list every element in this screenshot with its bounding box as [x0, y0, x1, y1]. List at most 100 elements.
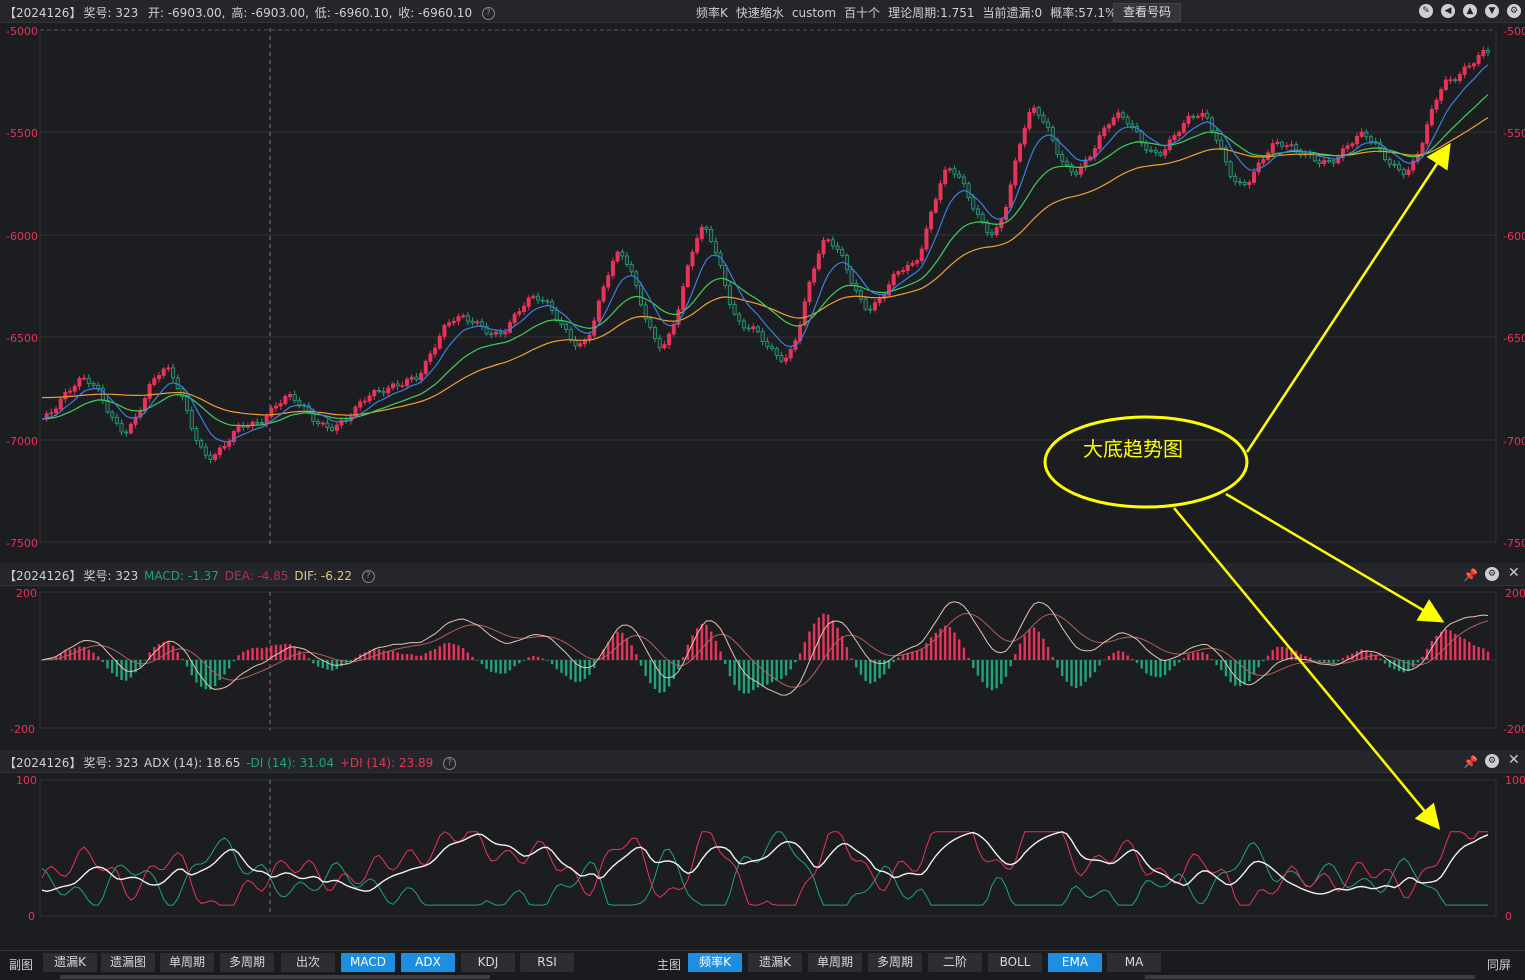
macd-bar [1463, 638, 1466, 660]
down-icon[interactable]: ▼ [1485, 4, 1499, 18]
candle-body [1004, 206, 1009, 220]
candle-body [1467, 65, 1472, 68]
macd-bar [812, 623, 816, 660]
open-value: 开: -6903.00, [147, 6, 226, 20]
fullscreen-button[interactable]: 同屏 [1487, 958, 1512, 972]
macd-bar [1262, 660, 1265, 662]
candle-body [826, 239, 831, 242]
candle-body [526, 297, 531, 307]
macd-bar [728, 660, 732, 677]
sub-btn-adx[interactable]: ADX [401, 953, 455, 972]
macd-bar [64, 650, 67, 660]
sub-btn-omission-chart[interactable]: 遗漏图 [101, 953, 155, 972]
main-scrollbar[interactable] [1145, 975, 1475, 979]
candle-body [1191, 115, 1196, 118]
sub-btn-occurrences[interactable]: 出次 [281, 953, 335, 972]
help-icon[interactable]: ? [361, 570, 375, 583]
candle-body [503, 331, 508, 335]
close-icon[interactable]: ✕ [1508, 565, 1520, 581]
candle-body [615, 251, 620, 262]
macd-bar [391, 651, 395, 660]
back-icon[interactable]: ◀ [1441, 4, 1455, 18]
candle-body [554, 310, 559, 321]
macd-bar [831, 620, 835, 660]
sub-btn-multi-period[interactable]: 多周期 [220, 953, 274, 972]
candle-body [405, 378, 410, 386]
gear-icon[interactable]: ⚙ [1485, 754, 1499, 768]
up-icon[interactable]: ▲ [1463, 4, 1477, 18]
candle-body [1008, 184, 1013, 208]
macd-bar [1009, 660, 1012, 667]
edit-icon[interactable]: ✎ [1419, 4, 1433, 18]
candle-body [638, 285, 643, 306]
macd-bar [1332, 660, 1335, 663]
pin-icon[interactable]: 📌 [1463, 568, 1478, 582]
main-candlestick-chart[interactable]: -5000 -5500 -6000 -6500 -7000 -7500 -500… [0, 22, 1525, 560]
candle-body [1074, 171, 1079, 175]
macd-bar [897, 657, 900, 660]
candle-body [685, 265, 690, 288]
macd-bar [635, 654, 638, 660]
candle-body [1364, 131, 1369, 138]
sub-btn-omission-k[interactable]: 遗漏K [43, 953, 97, 972]
macd-bar [794, 660, 797, 663]
macd-bar [1440, 631, 1443, 660]
candle-body [325, 422, 330, 428]
macd-bar [490, 660, 493, 672]
main-btn-ema[interactable]: EMA [1048, 953, 1102, 972]
pin-icon[interactable]: 📌 [1463, 755, 1478, 769]
macd-bar [990, 660, 994, 691]
gear-icon[interactable]: ⚙ [1507, 4, 1521, 18]
candle-body [737, 313, 742, 322]
candle-body [1392, 163, 1397, 166]
sub-btn-rsi[interactable]: RSI [520, 953, 574, 972]
sub-btn-kdj[interactable]: KDJ [461, 953, 515, 972]
macd-bar [1163, 660, 1167, 676]
candle-body [1200, 112, 1205, 117]
sub-btn-macd[interactable]: MACD [341, 953, 395, 972]
sub-scrollbar[interactable] [60, 975, 490, 979]
candle-body [1275, 141, 1280, 144]
main-btn-single-period[interactable]: 单周期 [808, 953, 862, 972]
candle-body [943, 169, 948, 185]
main-btn-omission-k[interactable]: 遗漏K [748, 953, 802, 972]
macd-bar [672, 660, 675, 679]
candle-body [877, 297, 882, 304]
help-icon[interactable]: ? [443, 757, 457, 770]
candle-body [1046, 121, 1051, 128]
macd-bar [639, 660, 643, 666]
macd-bar [1131, 658, 1134, 660]
candle-body [774, 348, 779, 356]
macd-bar [644, 660, 647, 676]
gear-icon[interactable]: ⚙ [1485, 567, 1499, 581]
macd-bar [920, 648, 923, 660]
candle-body [1284, 145, 1289, 148]
info-item: 百十个 [844, 6, 881, 20]
query-numbers-button[interactable]: 查看号码 [1113, 3, 1181, 22]
candle-body [1434, 99, 1439, 110]
candle-body [316, 421, 321, 425]
macd-bar [1383, 660, 1387, 664]
macd-bar [967, 657, 970, 660]
candle-body [755, 326, 760, 332]
candle-body [1060, 154, 1065, 162]
main-header-info: 【2024126】 奖号: 323 开: -6903.00, 高: -6903.0… [4, 4, 497, 21]
macd-chart[interactable]: 200 -200 200 -200 [0, 586, 1525, 746]
help-icon[interactable]: ? [481, 7, 495, 20]
candle-body [320, 422, 325, 425]
main-btn-multi-period[interactable]: 多周期 [868, 953, 922, 972]
main-btn-frequency-k[interactable]: 频率K [688, 953, 742, 972]
macd-bar [396, 652, 399, 660]
candle-body [854, 283, 859, 292]
macd-value: MACD: -1.37 [144, 569, 219, 583]
main-btn-ma[interactable]: MA [1107, 953, 1161, 972]
close-icon[interactable]: ✕ [1508, 752, 1520, 768]
main-btn-boll[interactable]: BOLL [988, 953, 1042, 972]
candle-body [727, 285, 732, 305]
adx-chart[interactable]: 100 0 100 0 [0, 773, 1525, 949]
sub-btn-single-period[interactable]: 单周期 [160, 953, 214, 972]
macd-bar [719, 651, 722, 660]
candle-body [1223, 147, 1228, 163]
macd-bar [59, 653, 62, 660]
main-btn-second-order[interactable]: 二阶 [928, 953, 982, 972]
